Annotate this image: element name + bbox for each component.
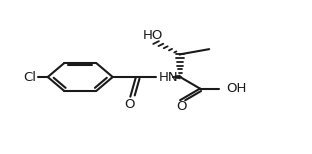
Text: OH: OH [226,82,247,95]
Text: HO: HO [143,29,163,42]
Text: HN: HN [159,71,179,83]
Text: O: O [176,100,187,113]
Text: O: O [124,98,134,111]
Polygon shape [173,75,180,79]
Text: Cl: Cl [23,71,36,83]
